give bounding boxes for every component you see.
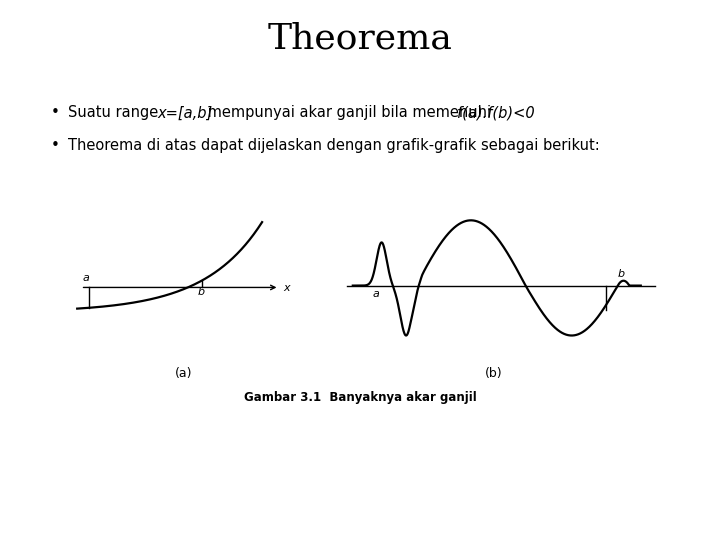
Text: Gambar 3.1  Banyaknya akar ganjil: Gambar 3.1 Banyaknya akar ganjil bbox=[243, 392, 477, 404]
Text: Theorema: Theorema bbox=[268, 22, 452, 56]
Text: (b): (b) bbox=[485, 367, 502, 380]
Text: •: • bbox=[50, 138, 59, 153]
Text: a: a bbox=[82, 273, 89, 284]
Text: f(a).f(b)<0: f(a).f(b)<0 bbox=[457, 105, 535, 120]
Text: (a): (a) bbox=[175, 367, 192, 380]
Text: x: x bbox=[283, 283, 289, 293]
Text: a: a bbox=[372, 289, 379, 299]
Text: mempunyai akar ganjil bila memenuhi: mempunyai akar ganjil bila memenuhi bbox=[203, 105, 496, 120]
Text: b: b bbox=[618, 269, 625, 279]
Text: b: b bbox=[198, 287, 205, 298]
Text: Suatu range: Suatu range bbox=[68, 105, 163, 120]
Text: x=[a,b]: x=[a,b] bbox=[157, 105, 212, 120]
Text: Theorema di atas dapat dijelaskan dengan grafik-grafik sebagai berikut:: Theorema di atas dapat dijelaskan dengan… bbox=[68, 138, 600, 153]
Text: •: • bbox=[50, 105, 59, 120]
